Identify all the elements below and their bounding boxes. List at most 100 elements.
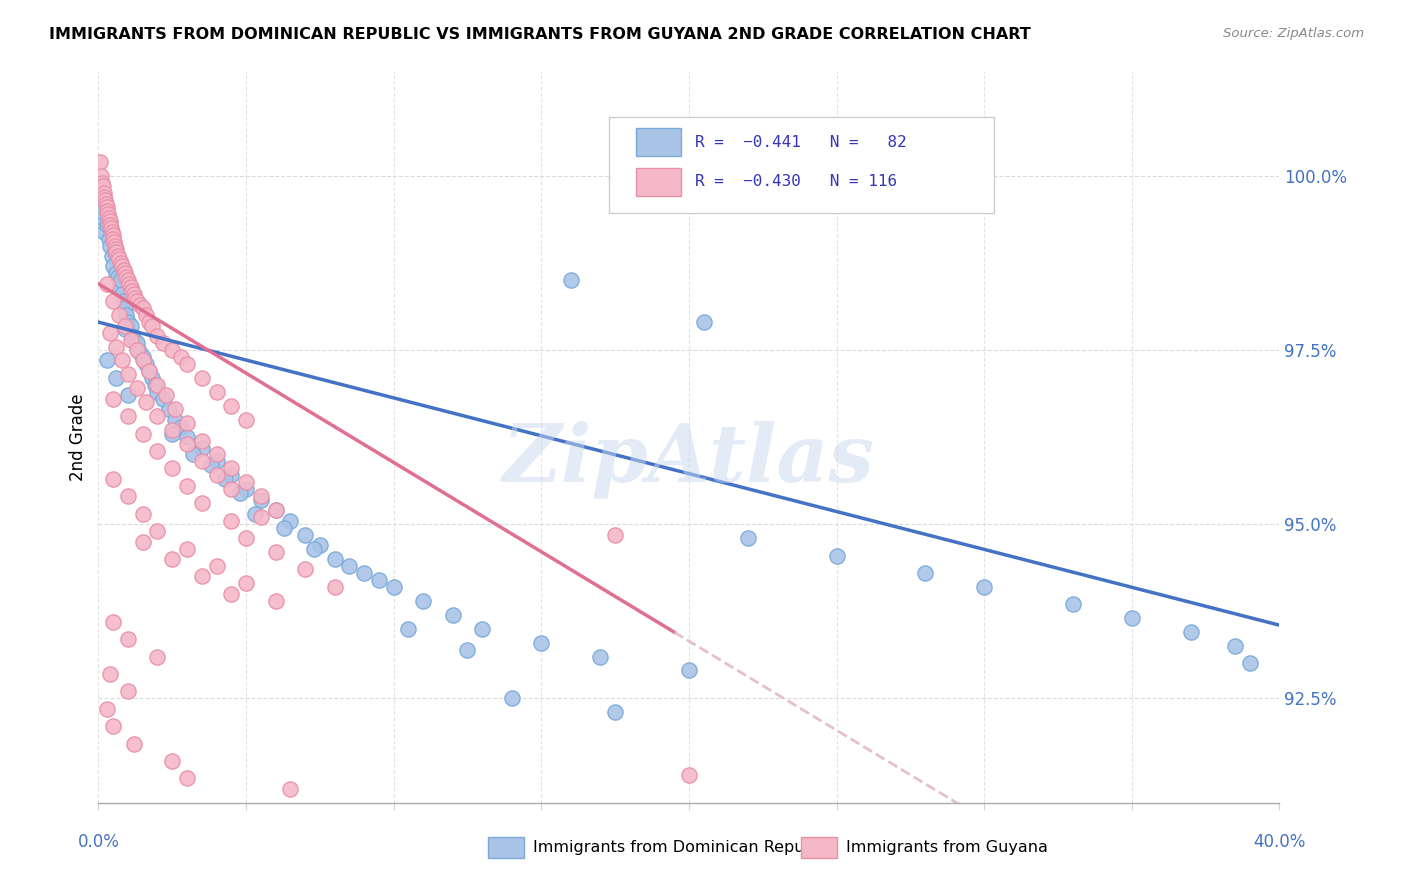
Point	[214, 472, 236, 486]
Text: IMMIGRANTS FROM DOMINICAN REPUBLIC VS IMMIGRANTS FROM GUYANA 2ND GRADE CORRELATI: IMMIGRANTS FROM DOMINICAN REPUBLIC VS IM…	[49, 27, 1031, 42]
Point	[98, 326, 121, 340]
Point	[191, 371, 214, 385]
Point	[235, 576, 257, 591]
Point	[165, 412, 187, 426]
Point	[103, 231, 125, 245]
Point	[250, 489, 273, 503]
Point	[280, 514, 302, 528]
Point	[294, 527, 316, 541]
Point	[273, 521, 295, 535]
Point	[973, 580, 995, 594]
Point	[135, 357, 157, 371]
Point	[205, 384, 228, 399]
Point	[200, 458, 222, 472]
Point	[89, 155, 111, 169]
Point	[100, 225, 122, 239]
Point	[146, 384, 169, 399]
Point	[146, 409, 169, 424]
Point	[221, 483, 243, 497]
Point	[176, 772, 198, 786]
Point	[125, 339, 148, 353]
Point	[135, 308, 157, 322]
Point	[162, 343, 183, 357]
Point	[471, 622, 494, 636]
Point	[205, 454, 228, 468]
Point	[103, 392, 125, 406]
Point	[914, 566, 936, 580]
Point	[229, 485, 252, 500]
Point	[162, 426, 183, 441]
Point	[114, 266, 136, 280]
Point	[115, 308, 138, 322]
Point	[96, 203, 118, 218]
Point	[110, 256, 132, 270]
Point	[294, 562, 316, 576]
Text: Source: ZipAtlas.com: Source: ZipAtlas.com	[1223, 27, 1364, 40]
Point	[560, 273, 582, 287]
Point	[93, 186, 115, 201]
Point	[170, 419, 193, 434]
Point	[105, 339, 128, 353]
Point	[152, 336, 174, 351]
Point	[105, 245, 128, 260]
Point	[678, 768, 700, 782]
Point	[170, 350, 193, 364]
Point	[101, 228, 124, 243]
Point	[98, 667, 121, 681]
Point	[93, 190, 115, 204]
Bar	[636, 128, 681, 156]
Point	[382, 580, 405, 594]
Point	[825, 549, 848, 563]
Point	[120, 318, 142, 333]
Point	[114, 301, 136, 316]
Point	[138, 364, 160, 378]
Point	[1121, 611, 1143, 625]
Point	[605, 527, 627, 541]
Point	[117, 368, 139, 382]
Point	[117, 684, 139, 698]
Point	[107, 269, 129, 284]
Text: ZipAtlas: ZipAtlas	[503, 420, 875, 498]
Point	[121, 284, 143, 298]
Point	[309, 538, 332, 552]
Point	[146, 377, 169, 392]
Point	[117, 489, 139, 503]
Text: 0.0%: 0.0%	[77, 833, 120, 851]
Point	[112, 263, 135, 277]
Point	[125, 343, 148, 357]
FancyBboxPatch shape	[609, 117, 994, 212]
Point	[100, 249, 122, 263]
Point	[128, 346, 150, 360]
Point	[103, 235, 125, 249]
Point	[120, 280, 142, 294]
Point	[105, 371, 128, 385]
Point	[108, 280, 131, 294]
Point	[97, 207, 120, 221]
Point	[181, 448, 204, 462]
Point	[114, 322, 136, 336]
Text: Immigrants from Dominican Republic: Immigrants from Dominican Republic	[533, 840, 832, 855]
Point	[132, 534, 155, 549]
Point	[143, 377, 166, 392]
Point	[122, 287, 145, 301]
Point	[441, 607, 464, 622]
Point	[191, 454, 214, 468]
Point	[104, 245, 127, 260]
Point	[205, 448, 228, 462]
Point	[221, 514, 243, 528]
Point	[146, 649, 169, 664]
Point	[90, 203, 112, 218]
Point	[141, 371, 163, 385]
Point	[96, 702, 118, 716]
Point	[146, 329, 169, 343]
Point	[111, 287, 134, 301]
Point	[98, 214, 121, 228]
Point	[98, 238, 121, 252]
Point	[235, 475, 257, 490]
Point	[264, 594, 287, 608]
Point	[176, 416, 198, 430]
Point	[94, 203, 117, 218]
Point	[146, 524, 169, 538]
Point	[737, 531, 759, 545]
Point	[94, 196, 117, 211]
